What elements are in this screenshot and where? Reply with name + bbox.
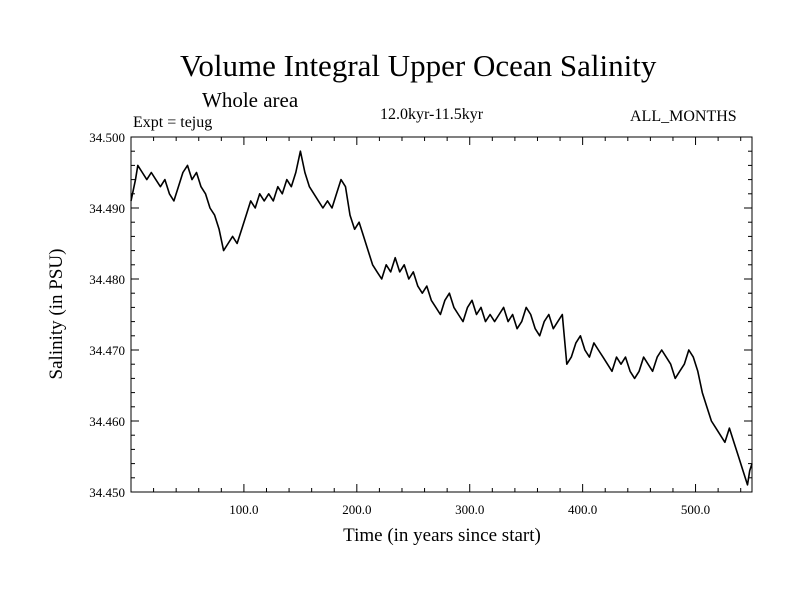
x-tick-label: 400.0 (568, 502, 597, 517)
chart-title: Volume Integral Upper Ocean Salinity (180, 48, 657, 83)
x-axis-title: Time (in years since start) (343, 525, 541, 546)
x-tick-label: 300.0 (455, 502, 484, 517)
y-tick-label: 34.450 (89, 485, 125, 500)
plot-frame (130, 136, 753, 493)
experiment-label: Expt = tejug (133, 114, 213, 131)
y-tick-label: 34.480 (89, 272, 125, 287)
months-label: ALL_MONTHS (630, 108, 737, 125)
y-tick-label: 34.470 (89, 343, 125, 358)
x-tick-label: 100.0 (229, 502, 258, 517)
x-tick-label: 200.0 (342, 502, 371, 517)
period-label: 12.0kyr-11.5kyr (380, 106, 484, 123)
y-axis-title: Salinity (in PSU) (46, 249, 67, 380)
y-tick-label: 34.490 (89, 201, 125, 216)
x-tick-label: 500.0 (681, 502, 710, 517)
y-tick-label: 34.460 (89, 414, 125, 429)
y-tick-label: 34.500 (89, 130, 125, 145)
chart-subtitle: Whole area (202, 88, 299, 112)
salinity-series-line (130, 150, 753, 486)
